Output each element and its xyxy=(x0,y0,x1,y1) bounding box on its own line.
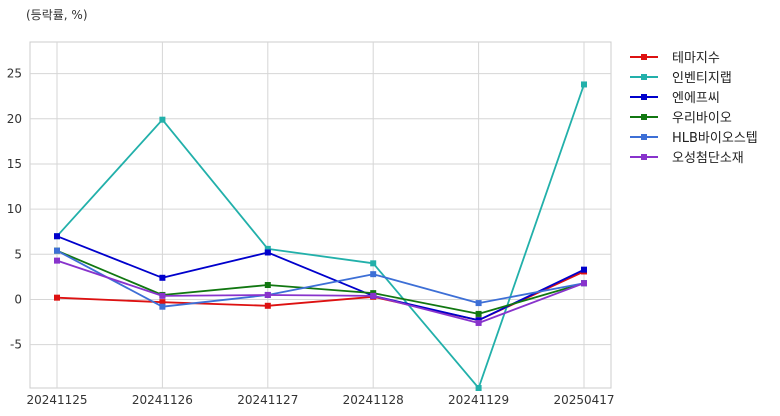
data-point xyxy=(264,302,271,309)
x-axis-ticks: 20241125 20241126 20241127 20241128 20241129… xyxy=(26,393,614,407)
legend-marker xyxy=(641,94,647,100)
y-tick-label: 10 xyxy=(7,202,22,216)
data-point xyxy=(370,292,377,299)
x-tick-label: 20241125 xyxy=(26,393,87,407)
x-tick-label: 20250417 xyxy=(553,393,614,407)
data-point xyxy=(581,280,587,287)
data-point xyxy=(264,249,271,256)
y-tick-label: 15 xyxy=(7,157,22,171)
y-axis-ticks: 25 20 15 10 5 0 -5 xyxy=(7,67,22,352)
x-tick-label: 20241127 xyxy=(237,393,298,407)
legend-label: 오성첨단소재 xyxy=(672,151,744,166)
legend-marker xyxy=(641,114,647,120)
data-point xyxy=(54,294,60,301)
legend-label: 인벤티지랩 xyxy=(672,71,732,86)
legend-label: 우리바이오 xyxy=(672,111,732,126)
series-line xyxy=(56,84,585,389)
y-tick-label: 5 xyxy=(14,247,22,261)
data-point xyxy=(264,291,271,298)
data-point xyxy=(475,300,482,307)
data-point xyxy=(475,310,482,317)
grid xyxy=(29,41,612,389)
data-point xyxy=(159,292,166,299)
legend-label: HLB바이오스텝 xyxy=(672,131,758,146)
data-point xyxy=(264,282,271,289)
series-line xyxy=(56,259,585,324)
data-point xyxy=(475,385,482,391)
y-tick-label: 0 xyxy=(14,292,22,306)
data-point xyxy=(475,319,482,326)
x-tick-label: 20241129 xyxy=(448,393,509,407)
data-point xyxy=(264,245,271,252)
y-tick-label: -5 xyxy=(10,338,22,352)
legend-label: 엔에프씨 xyxy=(672,91,720,106)
legend-marker xyxy=(641,74,647,80)
data-point xyxy=(54,233,60,240)
plot-frame xyxy=(29,41,612,389)
x-tick-label: 20241126 xyxy=(132,393,193,407)
x-tick-label: 20241128 xyxy=(343,393,404,407)
series-group xyxy=(54,81,587,391)
series-line xyxy=(56,249,585,308)
series-line xyxy=(56,235,585,322)
data-point xyxy=(370,260,377,267)
data-point xyxy=(581,266,587,273)
data-point xyxy=(159,303,166,310)
y-tick-label: 25 xyxy=(7,67,22,81)
data-point xyxy=(159,299,166,306)
data-point xyxy=(370,271,377,278)
legend-marker xyxy=(641,134,647,140)
unit-label: (등락률, %) xyxy=(26,8,88,22)
data-point xyxy=(159,116,166,123)
legend-label: 테마지수 xyxy=(672,51,720,66)
data-point xyxy=(54,257,60,264)
data-point xyxy=(159,274,166,281)
data-point xyxy=(54,247,60,254)
series-line xyxy=(56,249,585,315)
y-tick-label: 20 xyxy=(7,112,22,126)
legend-marker xyxy=(641,154,647,160)
data-point xyxy=(581,81,587,88)
legend-marker xyxy=(641,54,647,60)
